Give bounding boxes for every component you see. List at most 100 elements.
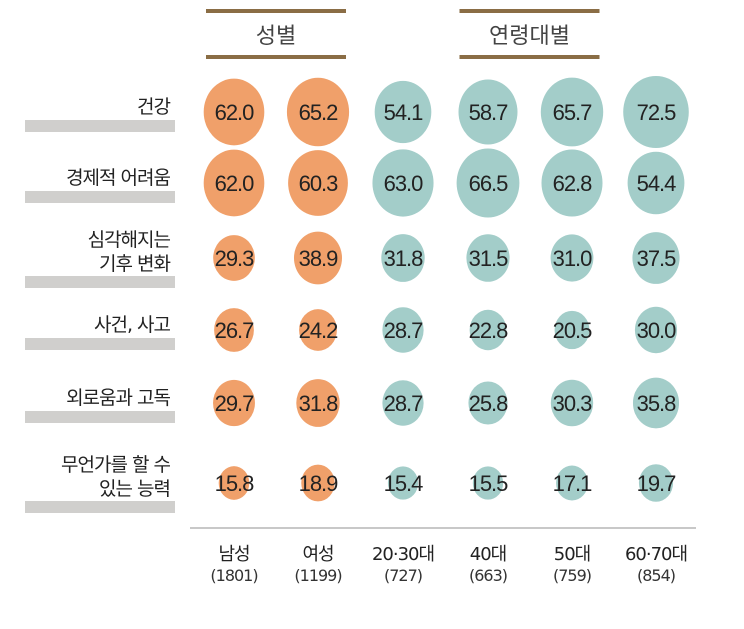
- column-sample-size: (663): [468, 566, 508, 585]
- bubble: [372, 149, 434, 217]
- bubble-value: 31.0: [553, 246, 593, 271]
- bubble-value: 25.8: [469, 391, 509, 416]
- bubble: [214, 308, 254, 352]
- column-label: 남성 (1801): [189, 540, 279, 585]
- bubble: [286, 77, 350, 147]
- bubble-value: 66.5: [469, 171, 509, 196]
- bubble: [541, 149, 603, 217]
- bubble-value: 31.8: [299, 391, 339, 416]
- bubble: [458, 79, 518, 145]
- bubble: [540, 77, 604, 147]
- bubble: [627, 151, 685, 215]
- column-label: 여성 (1199): [273, 540, 363, 585]
- bubble-value: 28.7: [384, 318, 424, 343]
- row-label: 외로움과 고독: [66, 387, 171, 409]
- bubble-value: 35.8: [637, 391, 677, 416]
- bubble: [203, 149, 265, 217]
- bubble: [203, 78, 265, 146]
- column-name: 40대: [469, 544, 507, 565]
- bubble: [213, 235, 255, 281]
- bubble: [301, 464, 335, 502]
- bubble-value: 26.7: [215, 318, 255, 343]
- bubble: [218, 466, 250, 500]
- column-name: 남성: [218, 544, 250, 565]
- column-sample-size: (727): [383, 566, 423, 585]
- group-rule-bottom: [459, 55, 600, 59]
- bubble-value: 60.3: [299, 171, 339, 196]
- bubble: [469, 309, 507, 351]
- bubble-value: 31.5: [469, 246, 509, 271]
- bubble: [374, 80, 432, 144]
- bubble: [472, 466, 504, 500]
- bubble: [632, 377, 680, 429]
- bubble-value: 30.3: [553, 391, 593, 416]
- bubble: [634, 306, 678, 354]
- bubble-value: 58.7: [469, 100, 509, 125]
- bubble-value: 24.2: [299, 318, 339, 343]
- group-label: 연령대별: [489, 24, 570, 49]
- bubble-value: 54.4: [637, 171, 677, 196]
- row-label-bar: [25, 501, 175, 513]
- column-name: 60·70대: [624, 544, 688, 565]
- group-rule-top: [459, 9, 600, 13]
- column-sample-size: (759): [552, 566, 592, 585]
- bubble-value: 22.8: [469, 318, 509, 343]
- bubble-value: 15.5: [469, 471, 509, 496]
- column-label: 40대 (663): [443, 540, 533, 585]
- bubble-value: 17.1: [553, 471, 593, 496]
- bubble: [468, 381, 508, 425]
- bubble-value: 72.5: [637, 100, 677, 125]
- bubble: [382, 380, 424, 426]
- bubble: [550, 379, 594, 427]
- bubble: [382, 307, 424, 353]
- column-label: 20·30대 (727): [358, 540, 448, 585]
- bubble: [387, 466, 419, 500]
- bubble-value: 65.2: [299, 100, 339, 125]
- bubble-value: 15.8: [215, 471, 255, 496]
- bubble-value: 19.7: [637, 471, 677, 496]
- bubble-value: 62.8: [553, 171, 593, 196]
- bubble: [632, 232, 680, 284]
- bubble: [296, 379, 340, 427]
- bubble-value: 15.4: [384, 471, 424, 496]
- bubble-value: 28.7: [384, 391, 424, 416]
- bubble: [213, 379, 255, 427]
- group-rule-top: [206, 9, 346, 13]
- bubble-value: 65.7: [553, 100, 593, 125]
- bubble-value: 30.0: [637, 318, 677, 343]
- bubble: [466, 234, 510, 282]
- bubble-value: 63.0: [384, 171, 424, 196]
- bubble-value: 62.0: [215, 171, 255, 196]
- bubble-value: 38.9: [299, 246, 339, 271]
- column-sample-size: (1801): [210, 566, 258, 585]
- column-name: 20·30대: [371, 544, 435, 565]
- group-rule-bottom: [206, 55, 346, 59]
- row-label-bar: [25, 411, 175, 423]
- bubble: [293, 231, 343, 285]
- bubble: [554, 310, 590, 350]
- bubble-value: 29.3: [215, 246, 255, 271]
- bubble: [288, 150, 348, 216]
- bubble-value: 54.1: [384, 100, 424, 125]
- row-label: 무언가를 할 수 있는 능력: [61, 454, 171, 500]
- bubble: [456, 148, 520, 218]
- column-label: 50대 (759): [527, 540, 617, 585]
- row-label: 심각해지는 기후 변화: [87, 229, 171, 275]
- row-label: 건강: [137, 96, 171, 118]
- column-label: 60·70대 (854): [611, 540, 701, 585]
- bubble-value: 62.0: [215, 100, 255, 125]
- bubble: [638, 464, 674, 502]
- row-label: 사건, 사고: [94, 314, 171, 336]
- row-label-bar: [25, 120, 175, 132]
- bubble-value: 37.5: [637, 246, 677, 271]
- row-label-bar: [25, 191, 175, 203]
- row-label-bar: [25, 338, 175, 350]
- bubble-value: 31.8: [384, 246, 424, 271]
- bubble: [623, 75, 689, 149]
- bubble: [299, 309, 337, 351]
- column-name: 50대: [553, 544, 591, 565]
- bubble-value: 29.7: [215, 391, 255, 416]
- bubble-value: 18.9: [299, 471, 339, 496]
